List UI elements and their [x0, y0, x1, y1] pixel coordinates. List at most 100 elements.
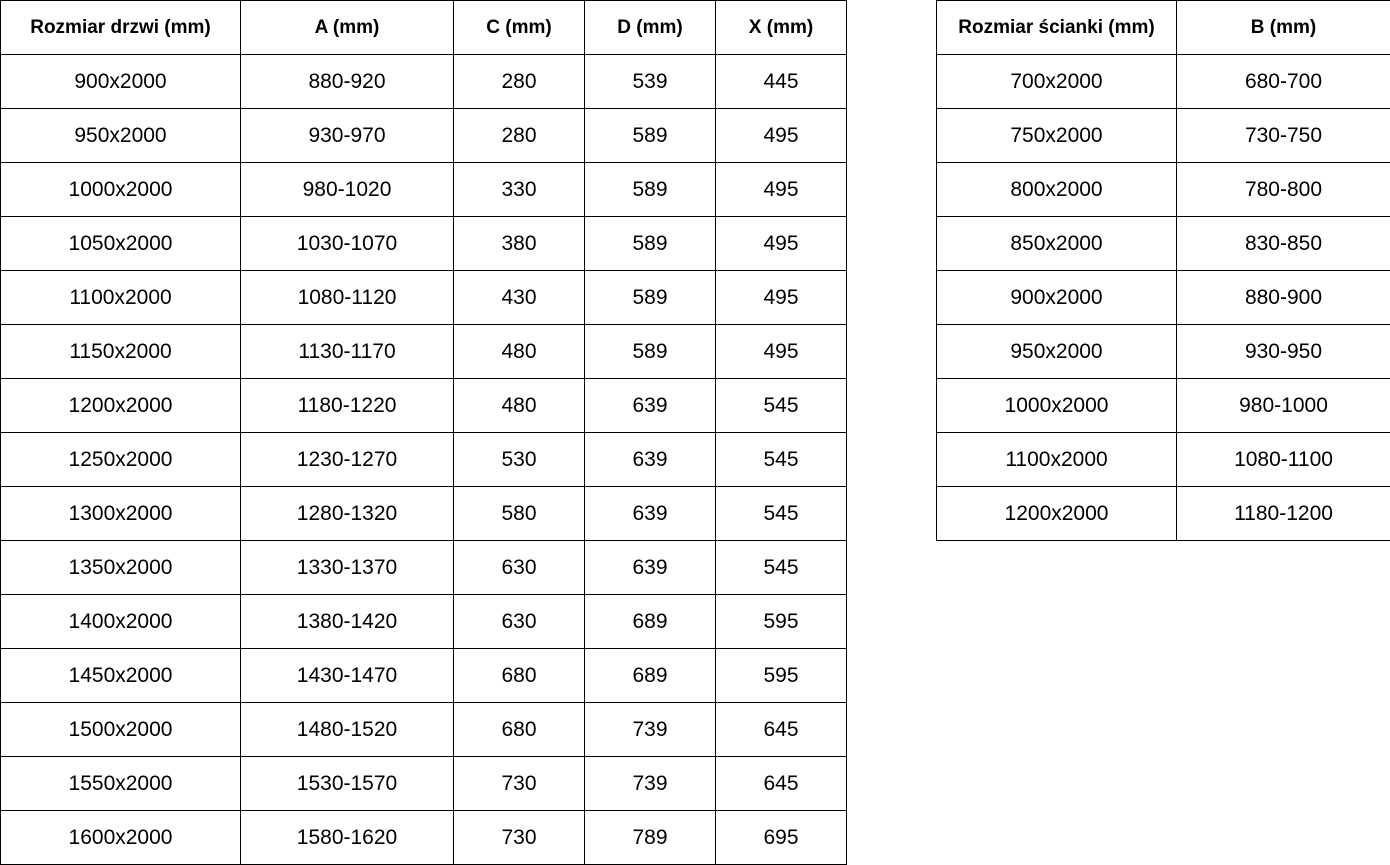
table-cell: 1600x2000: [0, 810, 241, 865]
table-cell: 1050x2000: [0, 216, 241, 271]
table-cell: 1130-1170: [240, 324, 454, 379]
table-header-row: Rozmiar ścianki (mm) B (mm): [936, 0, 1390, 55]
table-cell: 589: [584, 162, 716, 217]
table-cell: 545: [715, 378, 847, 433]
column-header: Rozmiar drzwi (mm): [0, 0, 241, 55]
column-header: Rozmiar ścianki (mm): [936, 0, 1177, 55]
table-cell: 1030-1070: [240, 216, 454, 271]
table-cell: 380: [453, 216, 585, 271]
table-cell: 1400x2000: [0, 594, 241, 649]
table-cell: 580: [453, 486, 585, 541]
table-cell: 980-1000: [1176, 378, 1390, 433]
table-cell: 1150x2000: [0, 324, 241, 379]
table-row: 950x2000 930-970 280 589 495: [0, 108, 847, 163]
column-header: D (mm): [584, 0, 716, 55]
table-row: 1450x2000 1430-1470 680 689 595: [0, 648, 847, 703]
table-cell: 739: [584, 756, 716, 811]
table-body: 700x2000 680-700 750x2000 730-750 800x2000 78…: [936, 54, 1390, 541]
table-cell: 850x2000: [936, 216, 1177, 271]
table-cell: 445: [715, 54, 847, 109]
table-cell: 680: [453, 648, 585, 703]
table-cell: 900x2000: [936, 270, 1177, 325]
table-cell: 1330-1370: [240, 540, 454, 595]
table-cell: 545: [715, 540, 847, 595]
table-cell: 880-900: [1176, 270, 1390, 325]
table-cell: 780-800: [1176, 162, 1390, 217]
table-cell: 950x2000: [936, 324, 1177, 379]
table-cell: 1450x2000: [0, 648, 241, 703]
table-header-row: Rozmiar drzwi (mm) A (mm) C (mm) D (mm) X (m…: [0, 0, 847, 55]
table-row: 700x2000 680-700: [936, 54, 1390, 109]
table-cell: 530: [453, 432, 585, 487]
table-cell: 1350x2000: [0, 540, 241, 595]
table-cell: 480: [453, 378, 585, 433]
table-cell: 495: [715, 216, 847, 271]
table-cell: 480: [453, 324, 585, 379]
table-cell: 1580-1620: [240, 810, 454, 865]
table-cell: 1000x2000: [0, 162, 241, 217]
table-cell: 1250x2000: [0, 432, 241, 487]
table-cell: 1550x2000: [0, 756, 241, 811]
table-cell: 1280-1320: [240, 486, 454, 541]
table-cell: 1080-1100: [1176, 432, 1390, 487]
table-row: 1100x2000 1080-1100: [936, 432, 1390, 487]
table-row: 1550x2000 1530-1570 730 739 645: [0, 756, 847, 811]
table-cell: 950x2000: [0, 108, 241, 163]
table-row: 1400x2000 1380-1420 630 689 595: [0, 594, 847, 649]
table-cell: 1000x2000: [936, 378, 1177, 433]
table-cell: 700x2000: [936, 54, 1177, 109]
table-cell: 789: [584, 810, 716, 865]
column-header: B (mm): [1176, 0, 1390, 55]
table-cell: 630: [453, 594, 585, 649]
table-cell: 1430-1470: [240, 648, 454, 703]
table-cell: 639: [584, 540, 716, 595]
table-cell: 495: [715, 162, 847, 217]
table-cell: 495: [715, 324, 847, 379]
table-cell: 1480-1520: [240, 702, 454, 757]
table-cell: 430: [453, 270, 585, 325]
table-cell: 1200x2000: [936, 486, 1177, 541]
table-row: 1200x2000 1180-1200: [936, 486, 1390, 541]
table-row: 1100x2000 1080-1120 430 589 495: [0, 270, 847, 325]
table-cell: 539: [584, 54, 716, 109]
table-row: 1200x2000 1180-1220 480 639 545: [0, 378, 847, 433]
table-cell: 589: [584, 324, 716, 379]
table-cell: 545: [715, 486, 847, 541]
table-row: 1350x2000 1330-1370 630 639 545: [0, 540, 847, 595]
column-header: C (mm): [453, 0, 585, 55]
table-cell: 930-950: [1176, 324, 1390, 379]
table-cell: 280: [453, 54, 585, 109]
table-row: 1600x2000 1580-1620 730 789 695: [0, 810, 847, 865]
table-cell: 589: [584, 270, 716, 325]
table-cell: 680: [453, 702, 585, 757]
table-cell: 689: [584, 594, 716, 649]
table-row: 1050x2000 1030-1070 380 589 495: [0, 216, 847, 271]
table-cell: 645: [715, 702, 847, 757]
wall-panel-sizes-table: Rozmiar ścianki (mm) B (mm) 700x2000 680-7…: [936, 0, 1390, 541]
table-row: 1150x2000 1130-1170 480 589 495: [0, 324, 847, 379]
table-row: 750x2000 730-750: [936, 108, 1390, 163]
table-cell: 830-850: [1176, 216, 1390, 271]
table-cell: 1380-1420: [240, 594, 454, 649]
column-header: A (mm): [240, 0, 454, 55]
table-row: 900x2000 880-920 280 539 445: [0, 54, 847, 109]
table-row: 1300x2000 1280-1320 580 639 545: [0, 486, 847, 541]
table-row: 800x2000 780-800: [936, 162, 1390, 217]
table-cell: 900x2000: [0, 54, 241, 109]
table-cell: 730: [453, 756, 585, 811]
table-row: 1000x2000 980-1000: [936, 378, 1390, 433]
table-cell: 730: [453, 810, 585, 865]
table-cell: 630: [453, 540, 585, 595]
table-cell: 595: [715, 648, 847, 703]
table-cell: 689: [584, 648, 716, 703]
table-cell: 1300x2000: [0, 486, 241, 541]
table-cell: 750x2000: [936, 108, 1177, 163]
table-cell: 680-700: [1176, 54, 1390, 109]
table-row: 1500x2000 1480-1520 680 739 645: [0, 702, 847, 757]
table-cell: 1500x2000: [0, 702, 241, 757]
table-row: 900x2000 880-900: [936, 270, 1390, 325]
table-cell: 545: [715, 432, 847, 487]
table-cell: 730-750: [1176, 108, 1390, 163]
table-cell: 595: [715, 594, 847, 649]
table-cell: 1180-1220: [240, 378, 454, 433]
